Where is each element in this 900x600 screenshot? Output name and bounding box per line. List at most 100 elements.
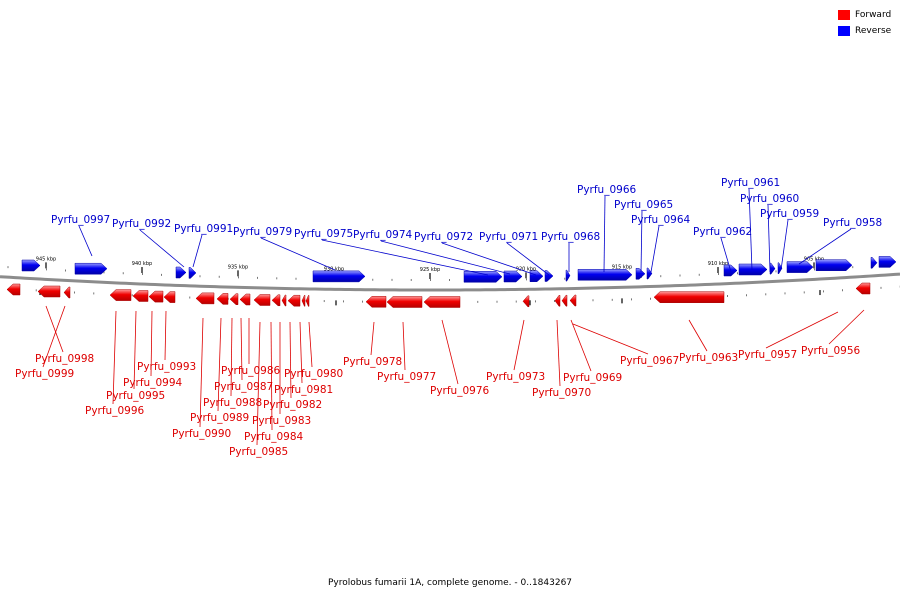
reverse-gene-arrow[interactable] [503,270,523,283]
reverse-gene-label[interactable]: Pyrfu_0966 [577,184,637,196]
reverse-gene-arrow[interactable] [777,262,783,274]
forward-gene-arrow[interactable] [271,294,281,307]
reverse-gene-label[interactable]: Pyrfu_0979 [233,226,292,238]
forward-gene-arrow[interactable] [132,290,149,302]
forward-gene-arrow[interactable] [554,295,561,307]
reverse-gene-arrow[interactable] [544,270,554,282]
forward-gene-arrow[interactable] [253,294,271,306]
forward-gene-label[interactable]: Pyrfu_0963 [679,352,738,364]
reverse-gene-arrow[interactable] [312,270,366,283]
reverse-gene-label[interactable]: Pyrfu_0965 [614,199,673,211]
forward-gene-label[interactable]: Pyrfu_0987 [214,381,273,393]
forward-gene-label[interactable]: Pyrfu_0970 [532,387,591,399]
reverse-gene-label[interactable]: Pyrfu_0971 [479,231,538,243]
forward-gene-arrow[interactable] [569,294,577,307]
forward-gene-arrow[interactable] [229,293,239,305]
forward-gene-arrow[interactable] [365,296,387,308]
reverse-gene-label-leader [780,219,789,271]
forward-gene-label[interactable]: Pyrfu_0986 [221,365,281,377]
reverse-gene-label[interactable]: Pyrfu_0962 [693,226,752,238]
forward-gene-arrow[interactable] [6,283,21,296]
forward-gene-label[interactable]: Pyrfu_0982 [263,399,322,411]
forward-gene-arrow[interactable] [305,295,310,307]
ruler-tick-label: 905 kbp [804,256,824,262]
reverse-gene-arrow[interactable] [565,269,571,282]
reverse-gene-label[interactable]: Pyrfu_0991 [174,223,233,235]
ruler-tick-label: 910 kbp [708,261,728,267]
forward-gene-arrow[interactable] [195,292,215,305]
forward-gene-arrow[interactable] [287,294,301,307]
forward-gene-label[interactable]: Pyrfu_0989 [190,412,249,424]
forward-gene-arrow[interactable] [301,295,306,307]
forward-gene-label[interactable]: Pyrfu_0980 [284,368,343,380]
forward-gene-label[interactable]: Pyrfu_0973 [486,371,545,383]
reverse-gene-label-leader [748,188,753,271]
forward-gene-label[interactable]: Pyrfu_0956 [801,345,861,357]
forward-gene-arrow[interactable] [109,289,132,301]
forward-gene-arrow[interactable] [148,290,164,303]
forward-gene-label[interactable]: Pyrfu_0983 [252,415,311,427]
forward-gene-label-leader [199,317,204,428]
reverse-gene-label[interactable]: Pyrfu_0961 [721,177,780,189]
forward-gene-label[interactable]: Pyrfu_0984 [244,431,304,443]
reverse-gene-arrow[interactable] [635,268,646,280]
reverse-gene-arrow[interactable] [529,270,544,282]
forward-gene-arrow[interactable] [281,294,287,307]
forward-gene-label-leader [513,319,525,371]
forward-gene-arrow[interactable] [855,282,871,295]
forward-gene-arrow[interactable] [216,293,229,305]
forward-gene-label[interactable]: Pyrfu_0995 [106,390,165,402]
forward-gene-arrow[interactable] [63,286,71,299]
reverse-gene-arrow[interactable] [738,263,768,276]
forward-gene-arrow[interactable] [386,296,423,308]
reverse-gene-label[interactable]: Pyrfu_0974 [353,229,413,241]
forward-gene-arrow[interactable] [239,293,251,306]
forward-gene-label[interactable]: Pyrfu_0977 [377,371,436,383]
reverse-gene-arrow[interactable] [21,259,41,272]
reverse-gene-label[interactable]: Pyrfu_0959 [760,208,819,220]
forward-gene-arrow[interactable] [423,296,461,308]
reverse-gene-arrow[interactable] [175,266,187,279]
reverse-gene-arrow[interactable] [188,267,197,279]
reverse-gene-arrow[interactable] [74,262,108,275]
reverse-gene-label[interactable]: Pyrfu_0968 [541,231,600,243]
reverse-gene-label[interactable]: Pyrfu_0972 [414,231,473,243]
forward-gene-label[interactable]: Pyrfu_0957 [738,349,797,361]
reverse-gene-label[interactable]: Pyrfu_0960 [740,193,799,205]
reverse-gene-arrow[interactable] [878,256,897,268]
forward-gene-label-leader [256,321,261,446]
forward-gene-label[interactable]: Pyrfu_0988 [203,397,262,409]
reverse-gene-arrow[interactable] [463,271,503,283]
forward-gene-arrow[interactable] [163,291,176,303]
reverse-gene-arrow[interactable] [786,261,814,273]
reverse-gene-label-leader [640,210,643,273]
reverse-gene-arrow[interactable] [577,269,633,281]
reverse-gene-label[interactable]: Pyrfu_0964 [631,214,691,226]
forward-gene-label-leader [112,310,117,405]
forward-gene-label[interactable]: Pyrfu_0969 [563,372,622,384]
reverse-gene-arrow[interactable] [769,262,776,275]
reverse-gene-label[interactable]: Pyrfu_0975 [294,228,353,240]
reverse-gene-label[interactable]: Pyrfu_0958 [823,217,882,229]
reverse-gene-label[interactable]: Pyrfu_0997 [51,214,110,226]
forward-gene-arrow[interactable] [653,291,725,303]
forward-gene-label[interactable]: Pyrfu_0967 [620,355,679,367]
forward-gene-label[interactable]: Pyrfu_0981 [274,384,333,396]
forward-gene-arrow[interactable] [522,295,530,308]
reverse-gene-arrow[interactable] [646,267,653,280]
forward-gene-label[interactable]: Pyrfu_0993 [137,361,196,373]
forward-gene-label[interactable]: Pyrfu_0998 [35,353,94,365]
forward-gene-arrow[interactable] [561,294,568,307]
forward-gene-label-leader [45,305,64,353]
forward-gene-label[interactable]: Pyrfu_0985 [229,446,288,458]
reverse-gene-label[interactable]: Pyrfu_0992 [112,218,171,230]
forward-gene-label[interactable]: Pyrfu_0978 [343,356,402,368]
reverse-gene-arrow[interactable] [815,259,853,271]
forward-gene-label[interactable]: Pyrfu_0976 [430,385,490,397]
reverse-gene-arrow[interactable] [870,257,878,269]
forward-gene-arrow[interactable] [37,285,61,298]
forward-gene-label[interactable]: Pyrfu_0999 [15,368,74,380]
forward-gene-label[interactable]: Pyrfu_0996 [85,405,145,417]
forward-gene-label[interactable]: Pyrfu_0994 [123,377,183,389]
forward-gene-label[interactable]: Pyrfu_0990 [172,428,231,440]
